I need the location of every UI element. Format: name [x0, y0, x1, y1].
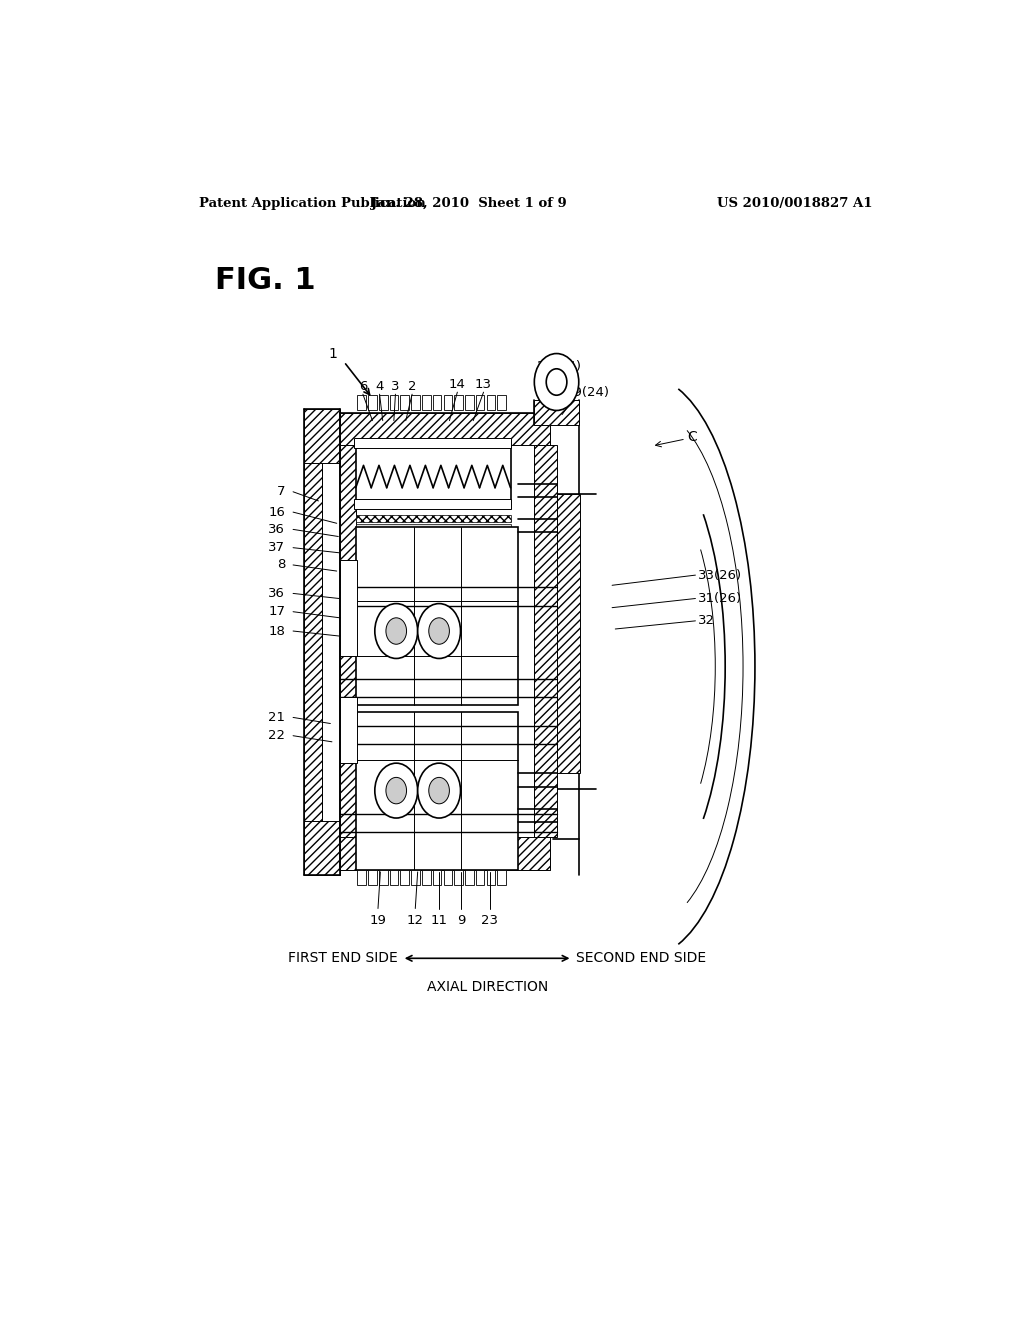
- Bar: [443, 870, 453, 886]
- Text: 7: 7: [276, 486, 285, 498]
- Text: 4: 4: [376, 380, 384, 392]
- Text: FIG. 1: FIG. 1: [215, 265, 316, 294]
- Text: US 2010/0018827 A1: US 2010/0018827 A1: [717, 197, 872, 210]
- Bar: [535, 445, 550, 837]
- Text: AXIAL DIRECTION: AXIAL DIRECTION: [427, 979, 548, 994]
- Bar: [304, 821, 340, 875]
- Bar: [455, 395, 463, 411]
- Text: 36: 36: [268, 587, 285, 599]
- Bar: [340, 560, 357, 656]
- Circle shape: [535, 354, 579, 411]
- Bar: [340, 413, 550, 445]
- Text: 1: 1: [329, 347, 338, 360]
- Text: 13: 13: [475, 378, 493, 391]
- Bar: [476, 395, 484, 411]
- Bar: [340, 697, 357, 763]
- Bar: [355, 528, 518, 705]
- Text: 2: 2: [408, 380, 417, 392]
- Bar: [535, 400, 579, 425]
- Bar: [304, 463, 322, 821]
- Text: FIRST END SIDE: FIRST END SIDE: [288, 952, 397, 965]
- Bar: [355, 533, 511, 541]
- Text: SECOND END SIDE: SECOND END SIDE: [577, 952, 707, 965]
- Bar: [465, 870, 474, 886]
- Bar: [354, 499, 511, 510]
- Circle shape: [546, 368, 567, 395]
- Bar: [304, 409, 340, 463]
- Circle shape: [375, 763, 418, 818]
- Bar: [400, 870, 409, 886]
- Text: 22: 22: [268, 729, 285, 742]
- Text: 12: 12: [407, 913, 424, 927]
- Bar: [498, 395, 506, 411]
- Bar: [379, 870, 387, 886]
- Bar: [379, 395, 387, 411]
- Bar: [557, 494, 581, 774]
- Text: 28(24): 28(24): [537, 360, 581, 374]
- Text: 32: 32: [697, 614, 715, 627]
- Text: C: C: [687, 430, 697, 444]
- Text: 19: 19: [370, 913, 386, 927]
- Text: 14: 14: [449, 378, 466, 391]
- Bar: [355, 570, 511, 577]
- Bar: [476, 870, 484, 886]
- Bar: [498, 870, 506, 886]
- Bar: [355, 552, 511, 558]
- Bar: [412, 395, 420, 411]
- Bar: [390, 870, 398, 886]
- Text: 6: 6: [358, 380, 367, 392]
- Bar: [355, 515, 511, 523]
- Bar: [355, 561, 511, 568]
- Bar: [433, 395, 441, 411]
- Text: 21: 21: [268, 711, 285, 723]
- Circle shape: [386, 618, 407, 644]
- Circle shape: [418, 603, 461, 659]
- Text: 37: 37: [268, 541, 285, 554]
- Bar: [400, 395, 409, 411]
- Bar: [433, 870, 441, 886]
- Bar: [443, 395, 453, 411]
- Text: 3: 3: [391, 380, 399, 392]
- Text: 9: 9: [457, 913, 466, 927]
- Bar: [486, 870, 496, 886]
- Circle shape: [386, 777, 407, 804]
- Text: Patent Application Publication: Patent Application Publication: [200, 197, 426, 210]
- Bar: [465, 395, 474, 411]
- Bar: [422, 870, 430, 886]
- Circle shape: [375, 603, 418, 659]
- Circle shape: [429, 618, 450, 644]
- Bar: [354, 438, 511, 447]
- Text: 17: 17: [268, 605, 285, 618]
- Text: 16: 16: [268, 506, 285, 519]
- Bar: [390, 395, 398, 411]
- Bar: [340, 445, 355, 837]
- Text: 23: 23: [481, 913, 499, 927]
- Bar: [368, 870, 377, 886]
- Text: 31(26): 31(26): [697, 591, 742, 605]
- Bar: [355, 543, 511, 549]
- Bar: [355, 445, 511, 504]
- Bar: [455, 870, 463, 886]
- Text: Jan. 28, 2010  Sheet 1 of 9: Jan. 28, 2010 Sheet 1 of 9: [372, 197, 567, 210]
- Text: 33(26): 33(26): [697, 569, 742, 582]
- Circle shape: [418, 763, 461, 818]
- Bar: [357, 395, 366, 411]
- Text: 29(24): 29(24): [564, 385, 608, 399]
- Bar: [412, 870, 420, 886]
- Bar: [355, 713, 518, 870]
- Bar: [368, 395, 377, 411]
- Bar: [355, 524, 511, 532]
- Bar: [535, 445, 557, 837]
- Bar: [340, 837, 550, 870]
- Circle shape: [429, 777, 450, 804]
- Text: 18: 18: [268, 624, 285, 638]
- Bar: [357, 870, 366, 886]
- Bar: [486, 395, 496, 411]
- Text: 8: 8: [276, 558, 285, 572]
- Text: 36: 36: [268, 523, 285, 536]
- Bar: [422, 395, 430, 411]
- Text: 11: 11: [430, 913, 447, 927]
